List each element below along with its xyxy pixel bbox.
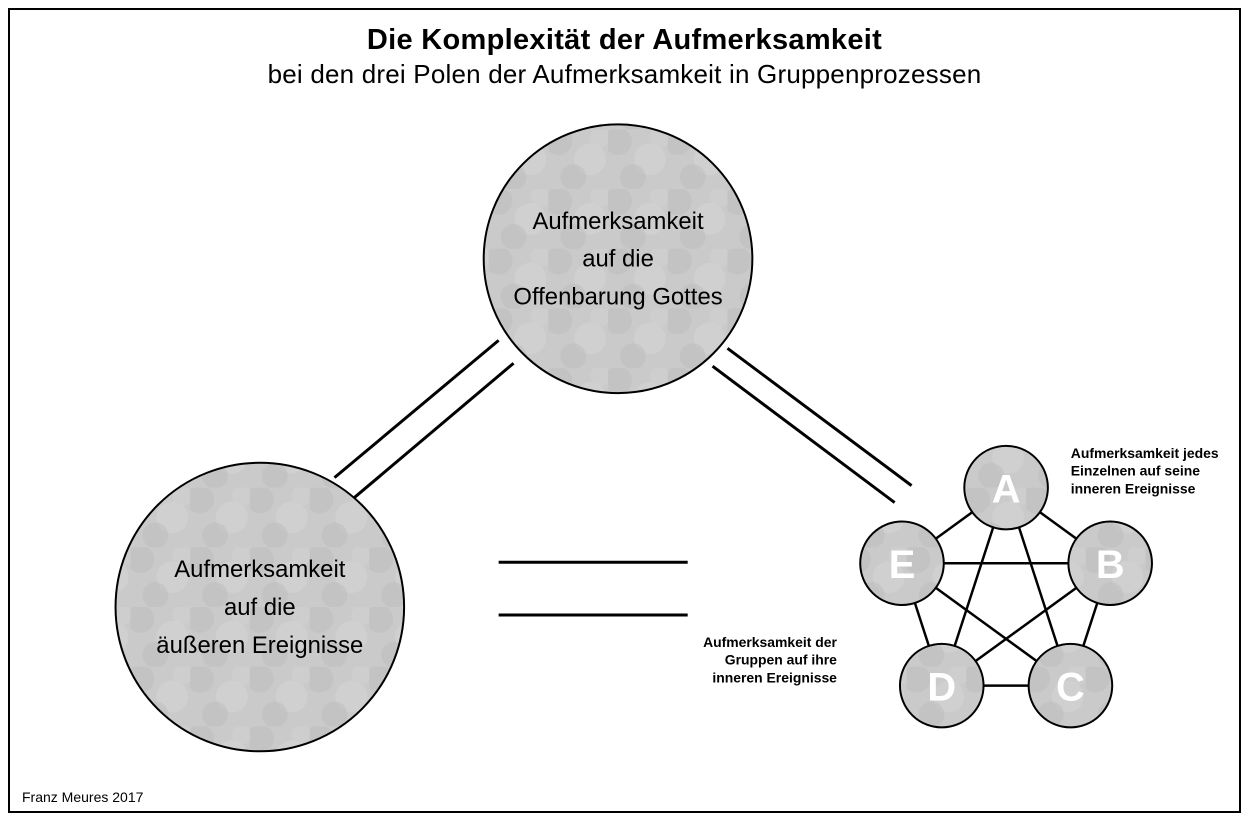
left-circle-text-2: äußeren Ereignisse [156, 632, 363, 659]
pentagon-node-label-D: D [927, 666, 956, 710]
pentagon-node-label-C: C [1056, 666, 1085, 710]
connector-line [334, 340, 498, 477]
top-circle-text-0: Aufmerksamkeit [532, 208, 704, 235]
group-label-0: Aufmerksamkeit der [703, 634, 837, 650]
left-circle-text-0: Aufmerksamkeit [174, 556, 346, 583]
pentagon-node-label-B: B [1096, 543, 1125, 587]
pentagon-node-C: C [1029, 644, 1113, 728]
top-circle: Aufmerksamkeit auf die Offenbarung Gottes [484, 124, 753, 393]
pentagon-node-D: D [900, 644, 984, 728]
individual-label-0: Aufmerksamkeit jedes [1071, 445, 1219, 461]
top-circle-text-2: Offenbarung Gottes [513, 284, 722, 311]
group-label-1: Gruppen auf ihre [725, 652, 837, 668]
connector-line [354, 363, 513, 497]
pentagon-node-label-A: A [992, 468, 1021, 512]
pentagon-node-A: A [964, 446, 1048, 530]
group-label-2: inneren Ereignisse [712, 670, 837, 686]
top-circle-text-1: auf die [582, 246, 654, 273]
pentagon-node-label-E: E [889, 543, 916, 587]
diagram-frame: Die Komplexität der Aufmerksamkeit bei d… [8, 8, 1241, 813]
pentagon-node-B: B [1068, 521, 1152, 605]
connector-line [727, 348, 911, 485]
diagram-svg: Aufmerksamkeitauf dieOffenbarung GottesA… [10, 10, 1239, 811]
left-circle-text-1: auf die [224, 594, 296, 621]
credit-text: Franz Meures 2017 [22, 789, 143, 805]
individual-label-1: Einzelnen auf seine [1071, 463, 1200, 479]
node-layer: Aufmerksamkeitauf dieOffenbarung GottesA… [116, 124, 1152, 751]
connector-line [713, 366, 895, 502]
pentagon-node-E: E [860, 521, 944, 605]
individual-label-2: inneren Ereignisse [1071, 481, 1196, 497]
left-circle: Aufmerksamkeit auf die äußeren Ereignisse [116, 463, 405, 752]
